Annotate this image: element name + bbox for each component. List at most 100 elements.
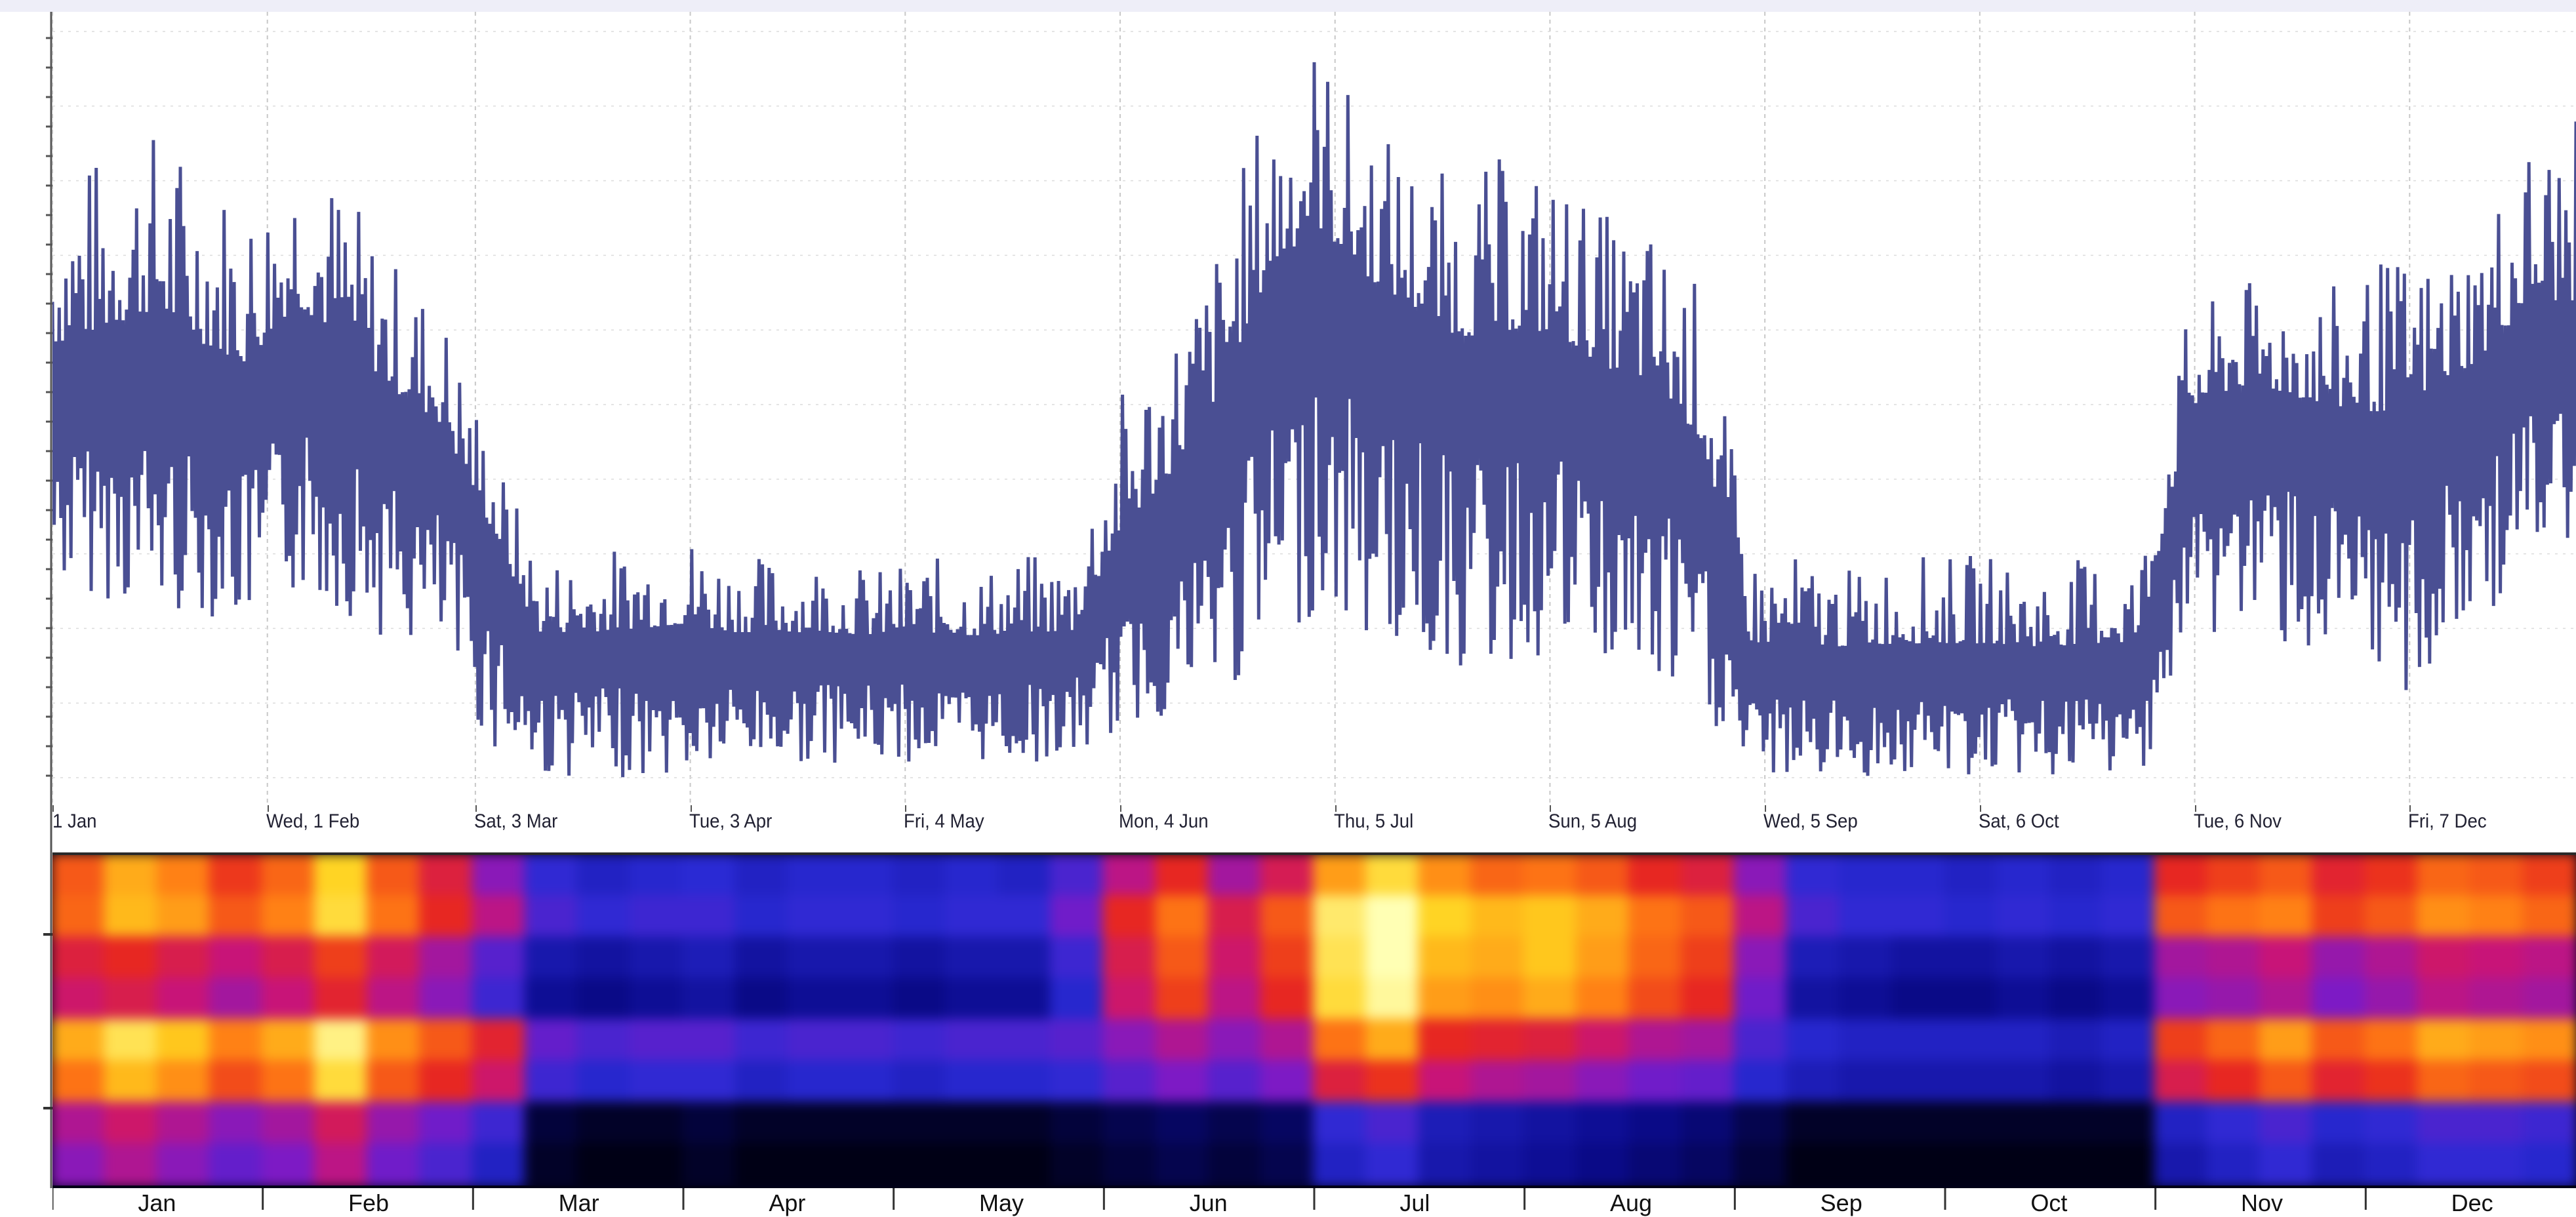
heatmap-cell [892, 1143, 948, 1186]
heatmap-cell [2522, 1060, 2576, 1104]
heatmap-cell [2259, 978, 2315, 1022]
heatmap-cell [682, 936, 738, 980]
heatmap-cell [2206, 978, 2262, 1022]
heatmap-cell [2417, 855, 2472, 898]
heatmap-cell [1155, 895, 1211, 939]
heatmap-cell [52, 978, 107, 1022]
heatmap [52, 855, 2576, 1186]
heatmap-cell [682, 1102, 738, 1146]
heatmap-cell [944, 1143, 1000, 1186]
heatmap-cell [944, 1019, 1000, 1063]
heatmap-cell [1575, 936, 1631, 980]
heatmap-cell [2469, 1019, 2525, 1063]
heatmap-cell [419, 1102, 475, 1146]
heatmap-cell [576, 1060, 632, 1104]
heatmap-cell [1681, 1060, 1737, 1104]
heatmap-cell [472, 1143, 527, 1186]
heatmap-cell [682, 895, 738, 939]
heatmap-cell [104, 1102, 159, 1146]
heatmap-cell [735, 1143, 790, 1186]
heatmap-cell [1523, 855, 1579, 898]
month-label: Jun [1189, 1189, 1228, 1216]
heatmap-cell [1523, 895, 1579, 939]
heatmap-cell [1733, 1143, 1789, 1186]
heatmap-cell [2101, 978, 2157, 1022]
heatmap-cell [2049, 895, 2104, 939]
heatmap-cell [1733, 1060, 1789, 1104]
x-tick-label: Sat, 6 Oct [1978, 810, 2059, 832]
heatmap-cell [2312, 978, 2367, 1022]
heatmap-cell [104, 855, 159, 898]
heatmap-cell [52, 1060, 107, 1104]
x-tick-mark [2194, 805, 2196, 812]
heatmap-cell [261, 1143, 317, 1186]
heatmap-cell [472, 1102, 527, 1146]
heatmap-cell [1628, 1060, 1684, 1104]
month-label: Dec [2451, 1189, 2493, 1216]
heatmap-cell [1523, 1143, 1579, 1186]
heatmap-cell [367, 936, 422, 980]
heatmap-cell [472, 1019, 527, 1063]
heatmap-cell [313, 1060, 369, 1104]
heatmap-cell [1313, 1019, 1369, 1063]
series-line [52, 62, 2576, 778]
heatmap-cell [1786, 1060, 1841, 1104]
heatmap-cell [787, 978, 843, 1022]
heatmap-cell [1944, 1143, 2000, 1186]
heatmap-cell [2101, 1019, 2157, 1063]
heatmap-cell [1102, 895, 1158, 939]
heatmap-cell [156, 1019, 212, 1063]
heatmap-cell [2259, 855, 2315, 898]
heatmap-cell [1575, 978, 1631, 1022]
heatmap-cell [2206, 1143, 2262, 1186]
heatmap-cell [313, 936, 369, 980]
heatmap-cell [2049, 936, 2104, 980]
heatmap-cell [1155, 1143, 1211, 1186]
heatmap-cell [524, 1102, 580, 1146]
heatmap-cell [2364, 1019, 2420, 1063]
heatmap-cell [1996, 1102, 2052, 1146]
heatmap-cell [1733, 855, 1789, 898]
heatmap-cell [472, 1060, 527, 1104]
heatmap-cell [1786, 1019, 1841, 1063]
heatmap-cell [367, 1102, 422, 1146]
heatmap-cell [524, 895, 580, 939]
heatmap-cell [2469, 1102, 2525, 1146]
heatmap-cell [1470, 1060, 1526, 1104]
heatmap-cell [1944, 936, 2000, 980]
heatmap-cell [787, 1102, 843, 1146]
heatmap-cell [2522, 936, 2576, 980]
heatmap-cell [1155, 1102, 1211, 1146]
heatmap-cell [1523, 1102, 1579, 1146]
x-axis-month-labels: Jan Feb Mar Apr May Jun Jul Aug Sep Oct Nov Dec [52, 1188, 2576, 1216]
heatmap-cell [2049, 855, 2104, 898]
heatmap-cell [735, 895, 790, 939]
heatmap-cell [1470, 978, 1526, 1022]
heatmap-cell [1102, 936, 1158, 980]
heatmap-panel [52, 852, 2576, 1193]
month-label: Jul [1399, 1189, 1430, 1216]
x-tick-label: Thu, 5 Jul [1333, 810, 1413, 832]
heatmap-cell [52, 1102, 107, 1146]
heatmap-cell [52, 1143, 107, 1186]
heatmap-cell [1418, 936, 1474, 980]
heatmap-cell [2522, 855, 2576, 898]
heatmap-cell [1575, 855, 1631, 898]
heatmap-cell [313, 1019, 369, 1063]
heatmap-cell [209, 1143, 264, 1186]
heatmap-cell [313, 1143, 369, 1186]
heatmap-cell [576, 895, 632, 939]
month-label: May [979, 1189, 1024, 1216]
heatmap-cell [2049, 1019, 2104, 1063]
heatmap-cell [52, 936, 107, 980]
heatmap-cell [2522, 978, 2576, 1022]
heatmap-cell [367, 1060, 422, 1104]
heatmap-cell [1628, 1143, 1684, 1186]
heatmap-cell [1207, 1060, 1263, 1104]
heatmap-cell [1207, 978, 1263, 1022]
x-tick-label: Fri, 4 May [904, 810, 984, 832]
heatmap-cell [1891, 855, 1946, 898]
heatmap-cell [2101, 1060, 2157, 1104]
heatmap-cell [2049, 978, 2104, 1022]
heatmap-cell [629, 895, 685, 939]
